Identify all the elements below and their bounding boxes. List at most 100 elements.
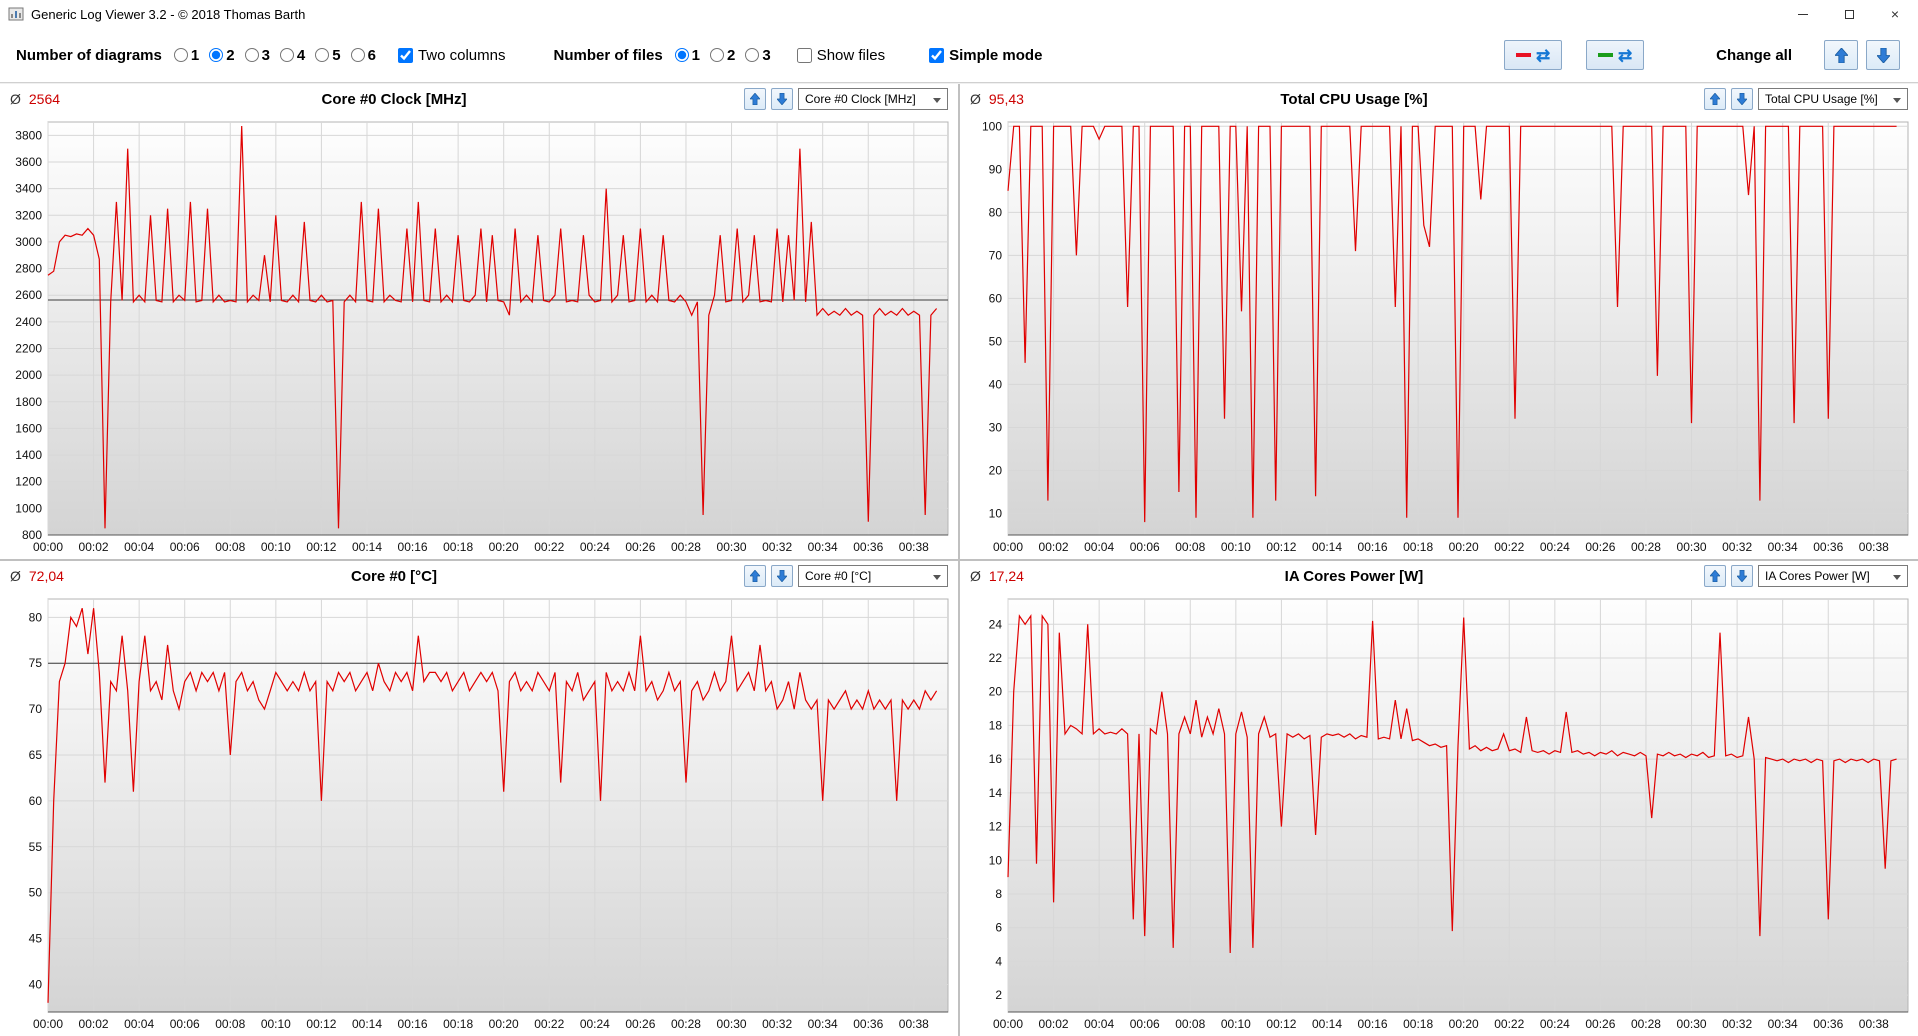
average-symbol: Ø	[10, 91, 21, 107]
svg-text:00:26: 00:26	[1585, 1017, 1615, 1031]
show-files-toggle[interactable]: Show files	[796, 47, 885, 64]
svg-text:00:38: 00:38	[1859, 540, 1889, 554]
maximize-button[interactable]	[1826, 0, 1872, 28]
diagram-count-4-radio[interactable]	[279, 48, 294, 62]
svg-text:22: 22	[989, 651, 1003, 665]
close-button[interactable]: ×	[1890, 6, 1900, 22]
green-dash-icon	[1598, 53, 1614, 57]
file-count-2[interactable]: 2	[710, 47, 735, 64]
svg-text:8: 8	[995, 887, 1002, 901]
panel-header: Ø 17,24 IA Cores Power [W] IA Cores Powe…	[960, 561, 1918, 591]
two-columns-checkbox[interactable]	[397, 47, 413, 63]
svg-text:00:30: 00:30	[1677, 1017, 1707, 1031]
file-count-1-radio[interactable]	[674, 48, 689, 62]
svg-text:00:24: 00:24	[580, 540, 610, 554]
simple-mode-checkbox[interactable]	[929, 47, 945, 63]
diagram-count-6-radio[interactable]	[350, 48, 365, 62]
svg-text:1400: 1400	[15, 448, 42, 462]
arrow-down-icon	[1737, 570, 1747, 582]
move-down-button[interactable]	[1731, 565, 1753, 587]
svg-text:00:34: 00:34	[1768, 540, 1798, 554]
diagram-count-5-radio[interactable]	[315, 48, 330, 62]
panel-core0-temp: Ø 72,04 Core #0 [°C] Core #0 [°C] 00:00 0…	[0, 561, 958, 1036]
arrow-down-icon	[777, 570, 787, 582]
svg-text:00:10: 00:10	[261, 540, 291, 554]
file-count-3-radio[interactable]	[745, 48, 760, 62]
arrow-up-icon	[1834, 47, 1848, 63]
svg-text:00:06: 00:06	[170, 540, 200, 554]
svg-text:3000: 3000	[15, 235, 42, 249]
svg-text:3800: 3800	[15, 128, 42, 142]
charts-grid: Ø 2564 Core #0 Clock [MHz] Core #0 Clock…	[0, 84, 1918, 1036]
move-all-up-button[interactable]	[1824, 40, 1858, 70]
move-up-button[interactable]	[1704, 565, 1726, 587]
svg-text:3600: 3600	[15, 155, 42, 169]
simple-mode-toggle[interactable]: Simple mode	[929, 47, 1042, 64]
diagram-count-3[interactable]: 3	[244, 47, 270, 64]
diagram-count-4[interactable]: 4	[279, 47, 305, 64]
svg-text:10: 10	[989, 853, 1003, 867]
svg-text:60: 60	[29, 794, 43, 808]
diagram-count-1-radio[interactable]	[173, 48, 188, 62]
diagram-count-2-radio[interactable]	[209, 48, 224, 62]
file-count-1[interactable]: 1	[674, 47, 700, 64]
diagram-count-3-radio[interactable]	[244, 48, 259, 62]
average-value: 2564	[28, 91, 61, 107]
svg-text:00:30: 00:30	[717, 1017, 747, 1031]
svg-text:75: 75	[29, 656, 43, 670]
diagram-count-2[interactable]: 2	[209, 47, 235, 64]
svg-text:00:08: 00:08	[215, 1017, 245, 1031]
panel-total-cpu-usage: Ø 95,43 Total CPU Usage [%] Total CPU Us…	[960, 84, 1918, 559]
diagram-count-6[interactable]: 6	[350, 47, 376, 64]
chart-plot-total-cpu-usage: 00:00 00:02 00:04 00:06 00:08 00:10 00:12 00:14…	[982, 119, 1909, 554]
svg-text:800: 800	[22, 528, 42, 542]
file-count-3[interactable]: 3	[745, 47, 771, 64]
move-down-button[interactable]	[771, 88, 793, 110]
minimize-button[interactable]	[1780, 0, 1826, 28]
svg-text:70: 70	[29, 702, 43, 716]
show-files-checkbox[interactable]	[796, 47, 812, 63]
refresh-icon: ⇄	[1618, 45, 1633, 65]
svg-text:80: 80	[29, 610, 43, 624]
channel-dropdown[interactable]: Total CPU Usage [%]	[1758, 88, 1908, 110]
move-down-button[interactable]	[771, 565, 793, 587]
average-symbol: Ø	[10, 568, 21, 584]
svg-text:00:04: 00:04	[1084, 1017, 1114, 1031]
svg-text:65: 65	[29, 748, 43, 762]
panel-title: Core #0 Clock [MHz]	[321, 90, 467, 108]
channel-dropdown[interactable]: IA Cores Power [W]	[1758, 565, 1908, 587]
svg-text:90: 90	[989, 162, 1003, 176]
svg-text:00:28: 00:28	[1631, 1017, 1661, 1031]
diagram-count-1[interactable]: 1	[173, 47, 199, 64]
minimize-icon	[1798, 13, 1808, 15]
move-up-button[interactable]	[744, 565, 766, 587]
remove-reload-red-button[interactable]: ⇄	[1504, 40, 1563, 70]
panel-header: Ø 2564 Core #0 Clock [MHz] Core #0 Clock…	[0, 84, 958, 114]
move-down-button[interactable]	[1731, 88, 1753, 110]
svg-text:00:30: 00:30	[1677, 540, 1707, 554]
panel-ia-cores-power: Ø 17,24 IA Cores Power [W] IA Cores Powe…	[960, 561, 1918, 1036]
move-up-button[interactable]	[744, 88, 766, 110]
arrow-down-icon	[1876, 47, 1890, 63]
svg-text:4: 4	[995, 954, 1002, 968]
file-count-2-radio[interactable]	[710, 48, 725, 62]
remove-reload-green-button[interactable]: ⇄	[1586, 40, 1645, 70]
move-all-down-button[interactable]	[1866, 40, 1900, 70]
svg-text:2800: 2800	[15, 262, 42, 276]
svg-text:00:08: 00:08	[1175, 1017, 1205, 1031]
svg-text:00:34: 00:34	[808, 540, 838, 554]
channel-dropdown[interactable]: Core #0 Clock [MHz]	[798, 88, 948, 110]
move-up-button[interactable]	[1704, 88, 1726, 110]
svg-text:00:24: 00:24	[580, 1017, 610, 1031]
two-columns-toggle[interactable]: Two columns	[397, 47, 505, 64]
channel-dropdown[interactable]: Core #0 [°C]	[798, 565, 948, 587]
chart-plot-core0-clock: 00:00 00:02 00:04 00:06 00:08 00:10 00:12 00:14…	[15, 121, 949, 554]
titlebar: Generic Log Viewer 3.2 - © 2018 Thomas B…	[0, 0, 1918, 28]
diagram-count-5[interactable]: 5	[315, 47, 341, 64]
chevron-down-icon	[933, 98, 941, 103]
svg-text:00:22: 00:22	[534, 1017, 564, 1031]
svg-text:00:38: 00:38	[899, 1017, 929, 1031]
svg-text:00:18: 00:18	[443, 540, 473, 554]
svg-text:16: 16	[989, 752, 1003, 766]
svg-text:00:38: 00:38	[899, 540, 929, 554]
